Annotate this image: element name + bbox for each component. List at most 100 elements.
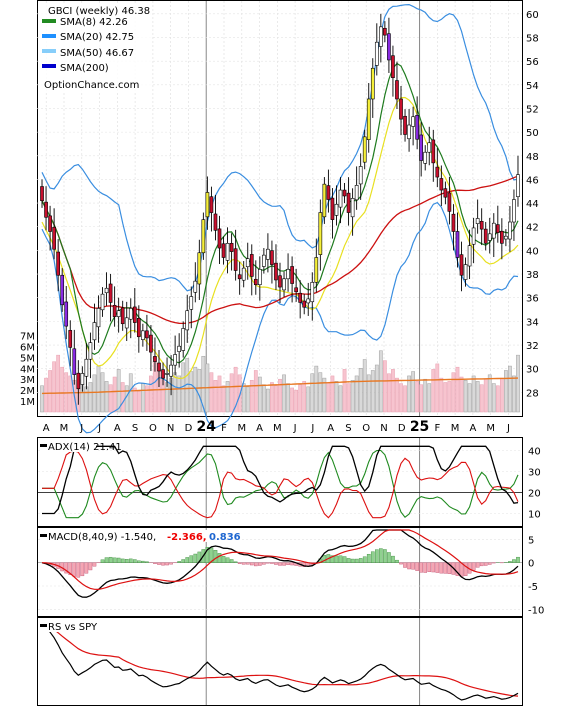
volume-bar <box>504 370 508 413</box>
macd-histogram-bar <box>124 558 129 563</box>
candle-body <box>149 334 153 353</box>
macd-line <box>41 529 519 598</box>
candle-body <box>201 219 206 254</box>
month-label: M <box>237 423 246 434</box>
macd-histogram-bar <box>233 561 238 563</box>
legend-source: OptionChance.com <box>44 80 139 91</box>
macd-histogram-bar <box>346 558 351 563</box>
rs-line <box>41 621 519 701</box>
candle-body <box>197 252 202 285</box>
candle-body <box>362 136 367 163</box>
price-tick-label: 60 <box>526 10 539 21</box>
volume-bar <box>423 378 428 413</box>
volume-bar <box>471 375 476 413</box>
macd-histogram-bar <box>391 555 395 563</box>
volume-bar <box>431 369 436 413</box>
price-tick-label: 48 <box>526 152 539 163</box>
month-label: D <box>185 423 193 434</box>
volume-bar <box>193 366 198 413</box>
macd-histogram-bar <box>197 551 202 563</box>
candle-body <box>435 166 440 178</box>
macd-histogram-bar <box>443 562 448 574</box>
macd-histogram-bar <box>479 562 484 567</box>
volume-average-line <box>41 377 519 395</box>
candle-body <box>249 254 254 277</box>
macd-histogram-bar <box>68 562 73 575</box>
candle-body <box>253 278 258 286</box>
macd-histogram-bar <box>463 562 468 576</box>
rs-lines <box>41 621 519 701</box>
candle-body <box>294 287 298 293</box>
macd-histogram-bar <box>407 562 411 570</box>
macd-axis: 5 0 -5 -10 <box>528 535 544 616</box>
volume-bar <box>128 373 133 413</box>
candle-body <box>326 185 331 200</box>
candle-body <box>116 310 121 317</box>
candle-body <box>366 98 371 140</box>
rs-legend-swatch <box>40 624 47 627</box>
volume-bar <box>459 376 464 413</box>
volume-bar <box>132 387 137 413</box>
candle-body <box>387 33 391 61</box>
candle-body <box>508 221 512 240</box>
macd-histogram-bar <box>274 562 278 565</box>
volume-bar <box>96 365 101 413</box>
price-tick-label: 34 <box>526 317 539 328</box>
candle-body <box>108 283 113 303</box>
month-axis: A M J J A S O N D 24 F M A M J J A S O N D 25 F M A M J <box>43 419 510 435</box>
month-label: O <box>362 423 370 434</box>
rs-legend: RS vs SPY <box>40 620 102 633</box>
candle-body <box>120 307 125 325</box>
macd-histogram-bar <box>471 562 476 571</box>
price-tick-label: 56 <box>526 57 539 68</box>
volume-bar <box>221 385 226 413</box>
macd-histogram-bar <box>447 562 452 574</box>
macd-histogram-bar <box>455 562 460 576</box>
candle-body <box>290 266 294 284</box>
candle-body <box>266 248 270 260</box>
macd-histogram-bar <box>358 558 363 563</box>
month-label: O <box>149 423 157 434</box>
macd-histogram-bar <box>512 559 516 563</box>
volume-bar <box>391 369 395 413</box>
volume-tick-label: 4M <box>20 364 35 375</box>
volume-bar <box>56 354 61 413</box>
volume-bar <box>48 370 52 413</box>
price-tick-label: 42 <box>526 223 539 234</box>
macd-histogram-bar <box>249 562 254 566</box>
macd-signal-line <box>41 529 519 591</box>
candle-body <box>338 189 343 208</box>
candle-body <box>44 201 48 218</box>
volume-bar <box>165 382 169 413</box>
volume-bar <box>403 385 407 413</box>
volume-bar <box>274 385 278 413</box>
candle-body <box>229 243 234 252</box>
candle-body <box>278 275 282 288</box>
macd-histogram-bar <box>399 562 403 565</box>
candle-body <box>161 369 165 379</box>
candle-body <box>128 308 133 320</box>
volume-bar <box>257 376 262 413</box>
macd-histogram-bar <box>177 561 181 563</box>
macd-histogram-bar <box>253 562 258 567</box>
month-label: J <box>293 423 297 434</box>
macd-histogram-bar <box>193 553 198 563</box>
macd-histogram-bar <box>189 555 194 563</box>
macd-histogram-bar <box>379 548 383 563</box>
price-tick-label: 44 <box>526 199 539 210</box>
legend-sma50: SMA(50) 46.67 <box>60 48 134 59</box>
volume-bar <box>451 372 456 413</box>
volume-bar <box>197 369 202 413</box>
rs-legend-label: RS vs SPY <box>48 622 98 633</box>
price-tick-label: 36 <box>526 294 539 305</box>
month-label: 25 <box>410 419 429 435</box>
volume-bars <box>40 350 520 413</box>
macd-legend: MACD(8,40,9) -1.540, -2.366, 0.836 <box>40 530 241 543</box>
volume-bar <box>229 373 234 413</box>
macd-histogram-bar <box>100 559 105 563</box>
macd-histogram-bar <box>338 555 343 563</box>
volume-bar <box>108 384 113 413</box>
candle-body <box>419 134 424 161</box>
